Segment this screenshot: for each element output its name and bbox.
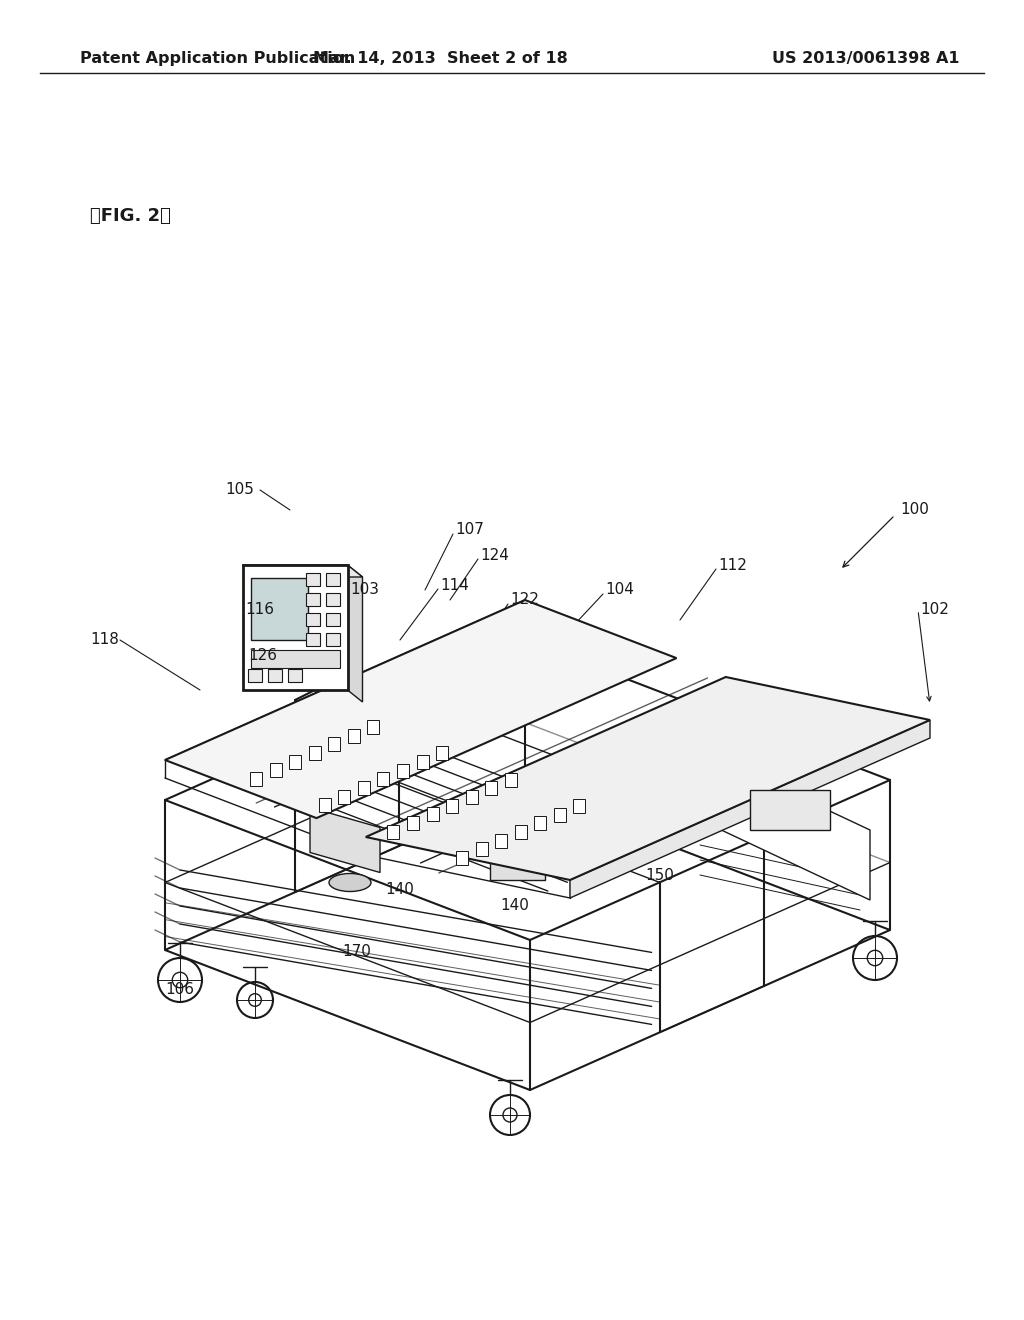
Text: Patent Application Publication: Patent Application Publication xyxy=(80,51,355,66)
Bar xyxy=(305,634,319,647)
Bar xyxy=(490,845,545,880)
Bar xyxy=(338,789,350,804)
Bar xyxy=(267,669,282,682)
Text: 118: 118 xyxy=(90,632,119,648)
Bar xyxy=(485,781,498,796)
Text: 【FIG. 2】: 【FIG. 2】 xyxy=(90,207,171,226)
Text: 105: 105 xyxy=(225,483,254,498)
Bar xyxy=(446,799,458,813)
Text: 114: 114 xyxy=(440,578,469,593)
Bar xyxy=(368,719,380,734)
Text: 116: 116 xyxy=(245,602,274,618)
Polygon shape xyxy=(347,565,362,702)
Bar xyxy=(251,578,308,640)
Text: 104: 104 xyxy=(605,582,634,598)
Bar xyxy=(326,593,340,606)
Bar xyxy=(305,573,319,586)
Text: 122: 122 xyxy=(510,593,539,607)
Bar xyxy=(466,791,477,804)
Text: 170: 170 xyxy=(342,945,371,960)
Bar xyxy=(496,834,507,847)
Bar xyxy=(326,573,340,586)
Polygon shape xyxy=(165,601,677,818)
Text: 140: 140 xyxy=(385,883,414,898)
Bar xyxy=(288,669,301,682)
Text: 103: 103 xyxy=(350,582,379,598)
Bar xyxy=(750,789,830,830)
Text: 124: 124 xyxy=(480,548,509,562)
Bar xyxy=(535,816,546,830)
Polygon shape xyxy=(570,719,930,898)
Bar xyxy=(251,649,340,668)
Bar xyxy=(427,808,438,821)
Bar xyxy=(269,763,282,777)
Polygon shape xyxy=(700,750,870,900)
Bar xyxy=(329,738,340,751)
Text: 100: 100 xyxy=(900,503,929,517)
Bar xyxy=(456,851,468,865)
Bar xyxy=(309,746,321,760)
Polygon shape xyxy=(165,789,890,1090)
Bar xyxy=(475,842,487,857)
Text: 107: 107 xyxy=(455,523,484,537)
Bar xyxy=(407,816,419,830)
Bar xyxy=(515,825,526,840)
Bar xyxy=(417,755,429,770)
Bar xyxy=(318,799,331,813)
Bar xyxy=(326,614,340,626)
Polygon shape xyxy=(310,808,380,873)
Bar xyxy=(358,781,370,795)
Text: 140: 140 xyxy=(500,898,528,912)
Text: 150: 150 xyxy=(645,867,674,883)
Polygon shape xyxy=(366,677,930,880)
Bar xyxy=(348,729,359,743)
Text: 126: 126 xyxy=(248,648,278,663)
Bar xyxy=(248,669,261,682)
Bar xyxy=(250,772,262,787)
Bar xyxy=(326,634,340,647)
Bar xyxy=(290,755,301,768)
Text: 102: 102 xyxy=(920,602,949,618)
Bar xyxy=(378,772,389,787)
Bar xyxy=(436,746,449,760)
Text: 106: 106 xyxy=(165,982,194,998)
Bar xyxy=(243,565,347,690)
Text: US 2013/0061398 A1: US 2013/0061398 A1 xyxy=(772,51,961,66)
Polygon shape xyxy=(243,565,362,577)
Ellipse shape xyxy=(329,874,371,891)
Bar xyxy=(505,772,517,787)
Bar xyxy=(573,799,586,813)
Text: Mar. 14, 2013  Sheet 2 of 18: Mar. 14, 2013 Sheet 2 of 18 xyxy=(312,51,567,66)
Text: 112: 112 xyxy=(718,557,746,573)
Bar xyxy=(305,614,319,626)
Bar xyxy=(305,593,319,606)
Bar xyxy=(554,808,566,821)
Bar xyxy=(387,825,399,838)
Bar xyxy=(397,764,409,777)
